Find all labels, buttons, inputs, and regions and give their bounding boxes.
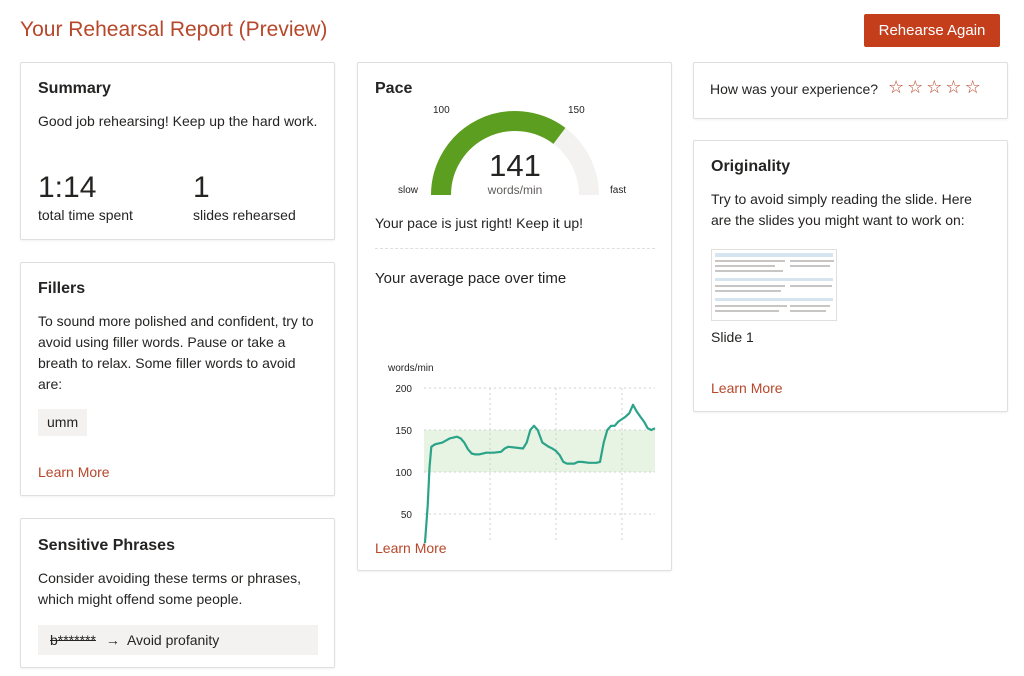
slides-rehearsed-label: slides rehearsed: [193, 207, 296, 223]
gauge-label-fast: fast: [610, 185, 626, 196]
slide-thumbnail[interactable]: [711, 249, 837, 321]
pace-value: 141: [489, 148, 541, 183]
star-rating: ☆ ☆ ☆ ☆ ☆: [888, 77, 981, 98]
fillers-card: Fillers To sound more polished and confi…: [20, 262, 335, 496]
pace-title: Pace: [375, 80, 413, 97]
y-tick-label: 100: [395, 468, 412, 479]
feedback-question: How was your experience?: [710, 81, 879, 97]
sensitive-phrases-title: Sensitive Phrases: [38, 537, 175, 554]
star-icon[interactable]: ☆: [926, 77, 943, 97]
sensitive-phrases-card: Sensitive Phrases Consider avoiding thes…: [20, 518, 335, 668]
gauge-fill: [431, 111, 566, 196]
gauge-label-slow: slow: [398, 185, 419, 196]
pace-card: Pace 100 150 slow fast 141 words/min You…: [357, 62, 672, 571]
star-icon[interactable]: ☆: [907, 77, 924, 97]
feedback-card: How was your experience? ☆ ☆ ☆ ☆ ☆: [693, 62, 1008, 119]
fillers-text: To sound more polished and confident, tr…: [38, 313, 314, 392]
summary-title: Summary: [38, 80, 111, 97]
total-time-label: total time spent: [38, 207, 133, 223]
y-tick-label: 200: [395, 384, 412, 395]
gauge-label-100: 100: [433, 105, 450, 116]
sensitive-phrase-row: b******* → Avoid profanity: [38, 625, 318, 655]
pace-over-time-title: Your average pace over time: [375, 270, 567, 287]
originality-card: Originality Try to avoid simply reading …: [693, 140, 1008, 412]
slides-rehearsed-value: 1: [193, 171, 210, 204]
slide-label: Slide 1: [711, 329, 754, 345]
originality-title: Originality: [711, 158, 791, 175]
fillers-title: Fillers: [38, 280, 86, 297]
pace-divider: [375, 248, 655, 249]
pace-unit: words/min: [487, 183, 543, 197]
star-icon[interactable]: ☆: [945, 77, 962, 97]
pace-gauge: 100 150 slow fast 141 words/min: [398, 105, 626, 197]
summary-text: Good job rehearsing! Keep up the hard wo…: [38, 113, 318, 129]
masked-phrase: b*******: [50, 632, 96, 648]
fillers-learn-more-link[interactable]: Learn More: [38, 464, 110, 480]
gauge-label-150: 150: [568, 105, 585, 116]
pace-over-time-chart: words/min0501001502000:180:360:54: [387, 363, 656, 543]
rehearse-again-button[interactable]: Rehearse Again: [864, 14, 1000, 47]
phrase-suggestion: Avoid profanity: [126, 632, 220, 648]
pace-series-line: [423, 403, 656, 543]
originality-text: Try to avoid simply reading the slide. H…: [711, 191, 972, 228]
total-time-value: 1:14: [38, 171, 97, 204]
y-axis-label: words/min: [387, 363, 434, 374]
originality-learn-more-link[interactable]: Learn More: [711, 380, 783, 396]
arrow-icon: →: [105, 632, 120, 648]
pace-learn-more-link[interactable]: Learn More: [375, 540, 447, 556]
pace-message: Your pace is just right! Keep it up!: [375, 215, 584, 231]
star-icon[interactable]: ☆: [888, 77, 905, 97]
sensitive-phrases-text: Consider avoiding these terms or phrases…: [38, 570, 302, 607]
summary-card: Summary Good job rehearsing! Keep up the…: [20, 62, 335, 240]
page-title: Your Rehearsal Report (Preview): [20, 18, 328, 41]
y-tick-label: 150: [395, 426, 412, 437]
star-icon[interactable]: ☆: [964, 77, 981, 97]
filler-word-chip: umm: [38, 409, 88, 436]
y-tick-label: 50: [401, 510, 413, 521]
